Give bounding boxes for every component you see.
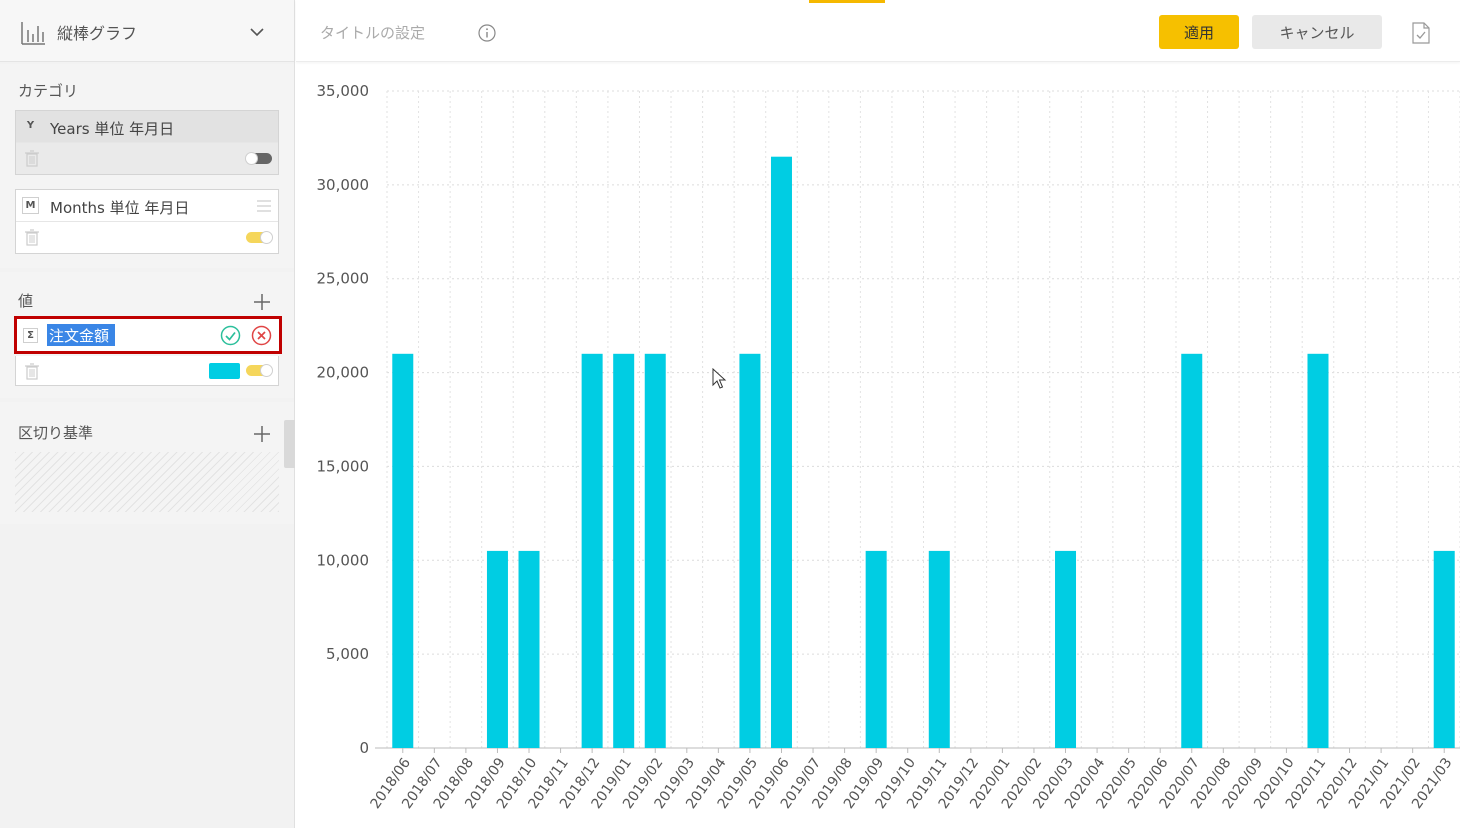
bar[interactable] [928, 550, 950, 748]
bar[interactable] [1307, 353, 1329, 748]
bar[interactable] [770, 156, 792, 748]
value-field-editor[interactable]: Σ [14, 316, 282, 354]
bar[interactable] [613, 353, 635, 748]
category-section-label: カテゴリ [18, 82, 79, 100]
sigma-badge: Σ [23, 328, 38, 343]
value-toggle[interactable] [246, 364, 273, 377]
info-icon[interactable] [478, 24, 496, 42]
bar-chart: 0 5,000 10,000 15,000 20,000 25,000 30,000 35,0… [317, 82, 1460, 812]
chevron-down-icon[interactable] [249, 26, 265, 38]
values-section-label: 値 [18, 292, 34, 310]
bar[interactable] [644, 353, 666, 748]
bar[interactable] [1181, 353, 1203, 748]
field-header[interactable]: Y Years 単位 年月日 [16, 111, 278, 143]
bar[interactable] [1433, 550, 1455, 748]
y-tick-label: 20,000 [317, 364, 370, 382]
export-document-icon[interactable] [1411, 22, 1431, 44]
confirm-check-icon[interactable] [220, 325, 241, 346]
category-section: カテゴリ Y Years 単位 年月日 [0, 64, 294, 268]
value-name-input[interactable] [47, 324, 115, 346]
cancel-edit-icon[interactable] [251, 325, 272, 346]
bar[interactable] [486, 550, 508, 748]
field-toggle[interactable] [246, 231, 273, 244]
sidebar-collapse-handle[interactable] [284, 420, 295, 468]
bar[interactable] [865, 550, 887, 748]
divider-drop-zone[interactable] [15, 452, 279, 512]
divider-section: 区切り基準 [0, 402, 294, 524]
chart-area: 0 5,000 10,000 15,000 20,000 25,000 30,000 35,0… [296, 63, 1460, 828]
trash-icon[interactable] [24, 363, 40, 380]
field-toggle[interactable] [245, 152, 272, 165]
y-tick-label: 35,000 [317, 82, 370, 100]
cancel-button[interactable]: キャンセル [1252, 15, 1382, 49]
chart-type-selector[interactable]: 縦棒グラフ [0, 0, 294, 62]
bar[interactable] [1055, 550, 1077, 748]
drag-handle-icon[interactable] [257, 200, 271, 212]
field-label: Years 単位 年月日 [50, 120, 175, 138]
bar-chart-icon [21, 22, 45, 45]
field-type-badge: M [22, 197, 39, 214]
y-tick-label: 25,000 [317, 270, 370, 288]
toolbar: タイトルの設定 適用 キャンセル [296, 0, 1460, 62]
bar[interactable] [581, 353, 603, 748]
bar[interactable] [392, 353, 414, 748]
toggle-knob [260, 231, 273, 244]
toggle-knob [260, 364, 273, 377]
value-field-options [15, 356, 279, 386]
divider-section-label: 区切り基準 [18, 424, 94, 442]
y-tick-label: 10,000 [317, 551, 370, 569]
active-tab-indicator [809, 0, 885, 3]
trash-icon[interactable] [24, 229, 40, 246]
y-tick-label: 30,000 [317, 176, 370, 194]
category-field-months[interactable]: M Months 単位 年月日 [15, 189, 279, 254]
trash-icon[interactable] [24, 150, 40, 167]
field-header[interactable]: M Months 単位 年月日 [16, 190, 278, 222]
bar[interactable] [739, 353, 761, 748]
chart-title-input[interactable]: タイトルの設定 [320, 24, 426, 42]
field-label: Months 単位 年月日 [50, 199, 190, 217]
y-tick-label: 0 [359, 739, 369, 757]
bar[interactable] [518, 550, 540, 748]
add-divider-icon[interactable] [253, 425, 271, 443]
toggle-knob [245, 152, 258, 165]
apply-button[interactable]: 適用 [1159, 15, 1239, 49]
chart-type-label: 縦棒グラフ [57, 24, 138, 43]
y-tick-label: 15,000 [317, 457, 370, 475]
field-options [16, 222, 278, 253]
series-color-swatch[interactable] [209, 363, 240, 379]
field-options [16, 143, 278, 174]
add-value-icon[interactable] [253, 293, 271, 311]
y-tick-label: 5,000 [326, 645, 369, 663]
category-field-years[interactable]: Y Years 単位 年月日 [15, 110, 279, 175]
values-section: 値 Σ [0, 272, 294, 398]
field-type-badge: Y [26, 120, 35, 131]
sidebar: 縦棒グラフ カテゴリ Y Years 単位 年月日 [0, 0, 295, 828]
